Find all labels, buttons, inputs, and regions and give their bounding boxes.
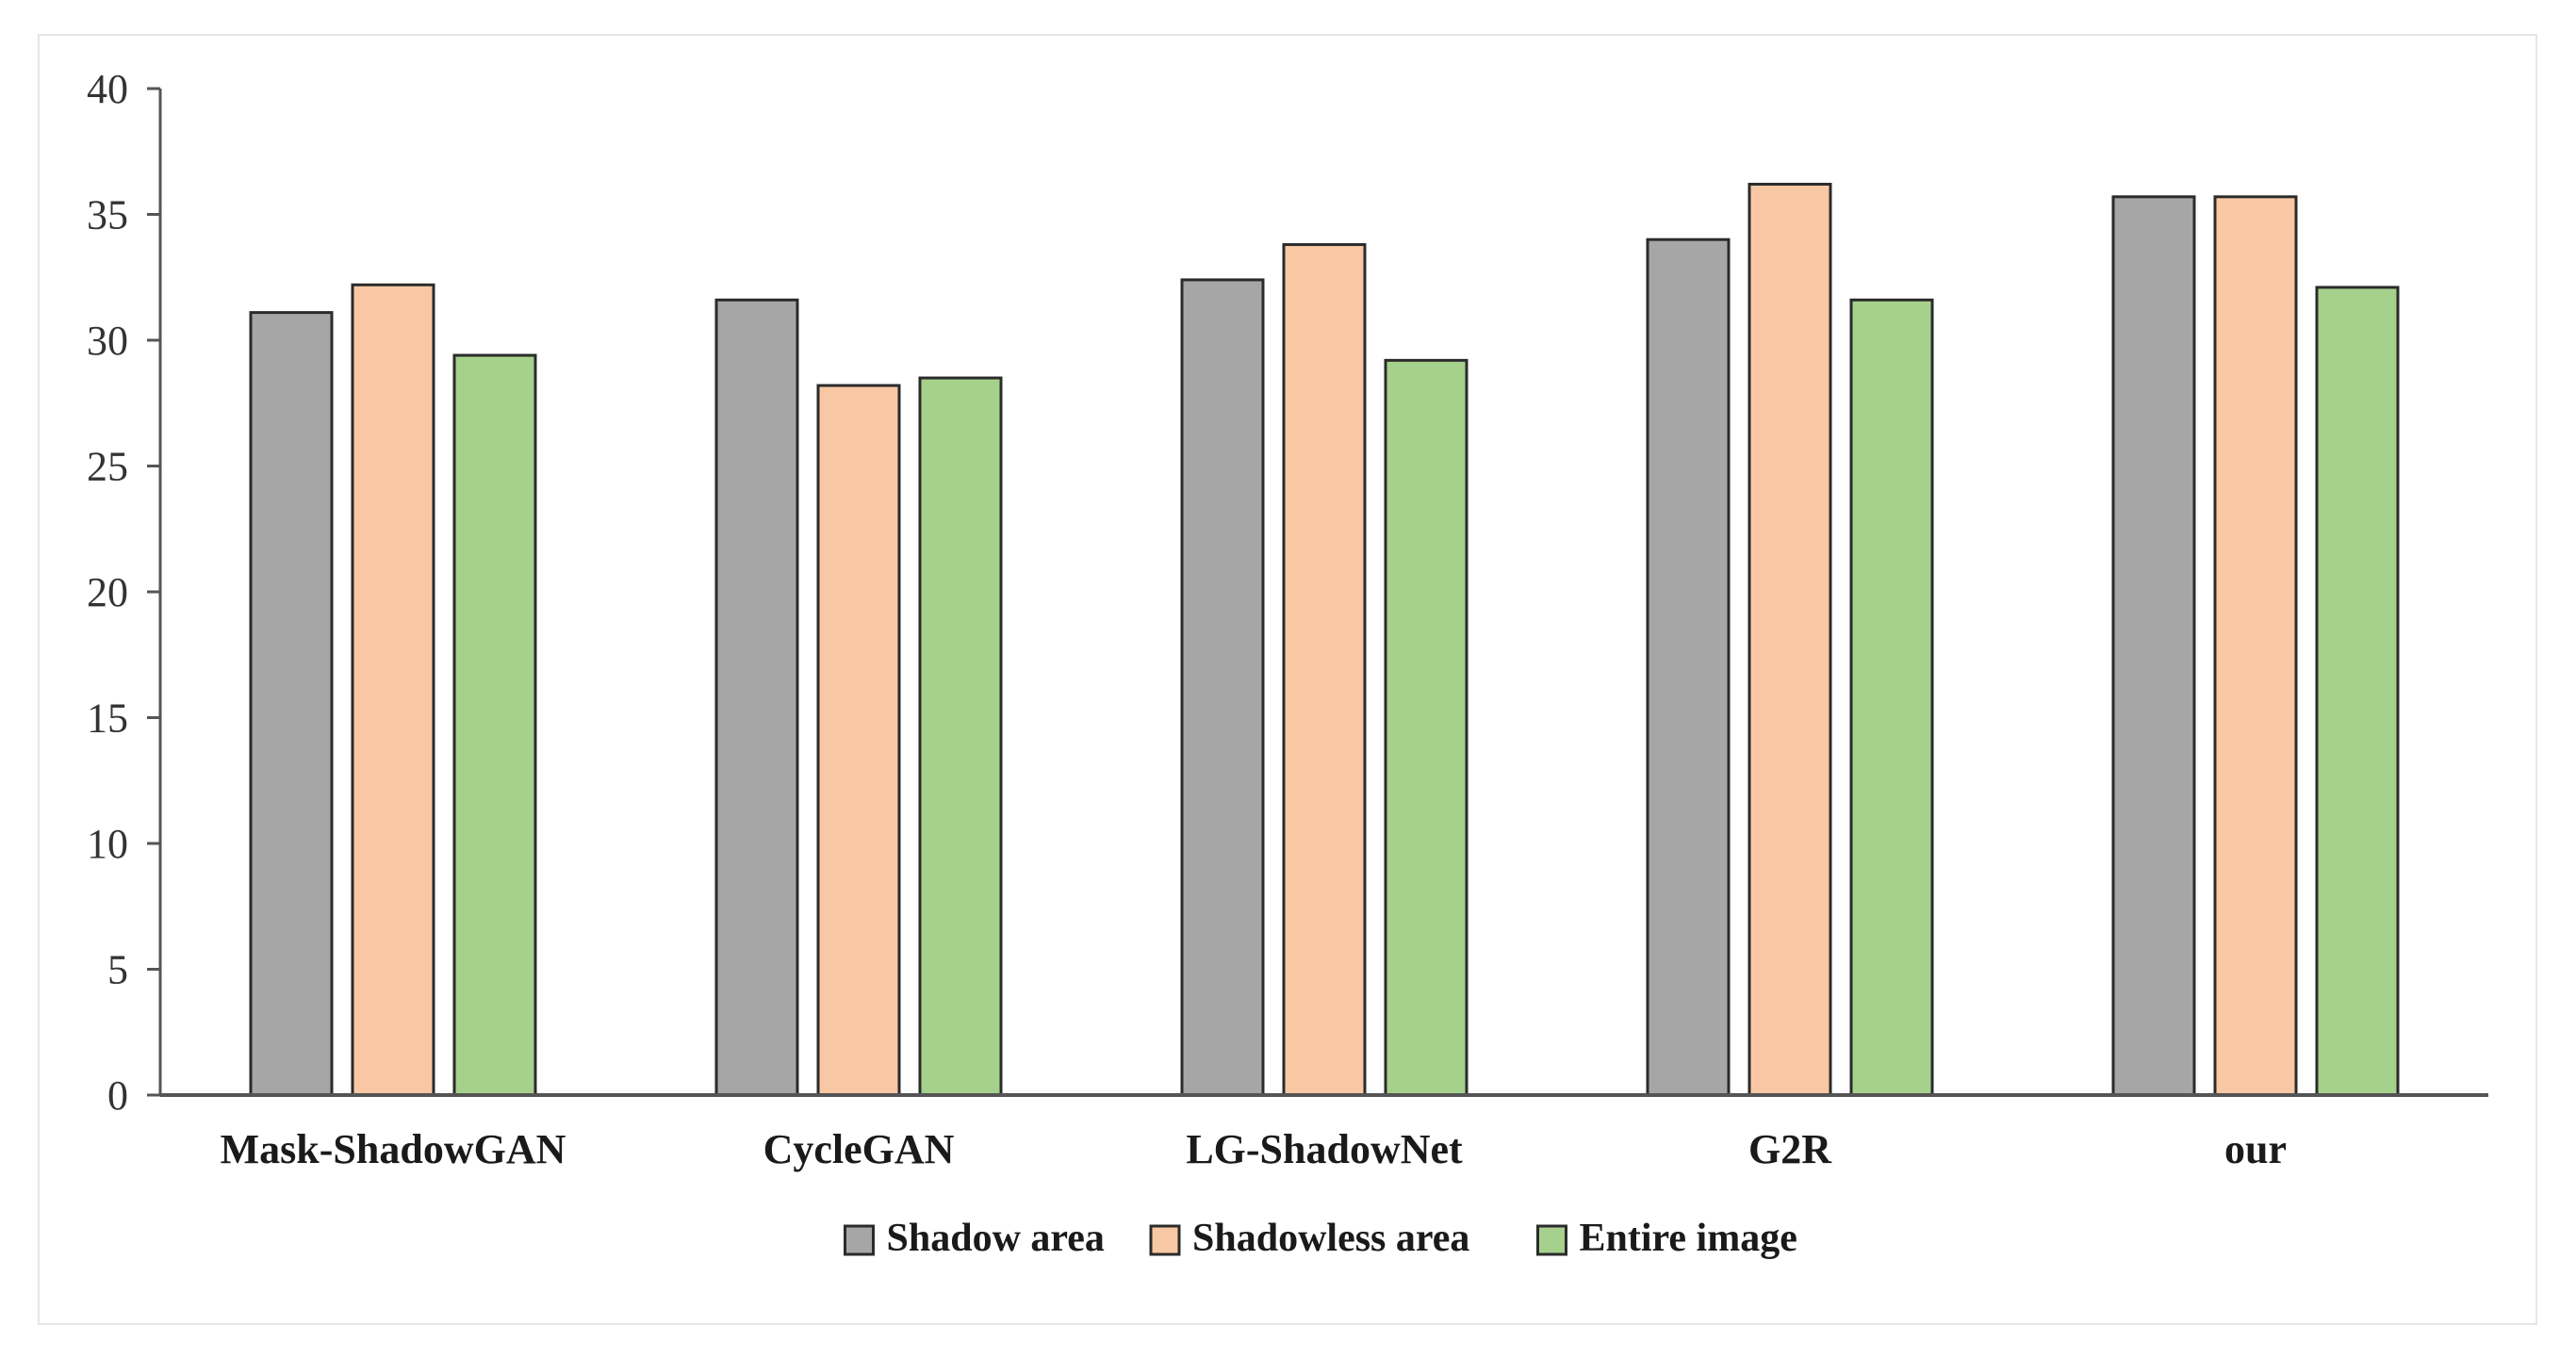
bar-shadow-area — [714, 298, 799, 1097]
legend-swatch-entire-image — [1536, 1224, 1567, 1256]
y-tick-label: 0 — [107, 1072, 128, 1119]
x-category-label: our — [2224, 1126, 2287, 1172]
legend-label-entire-image: Entire image — [1580, 1217, 1797, 1260]
y-tick-label: 30 — [87, 318, 128, 364]
legend-label-shadow-area: Shadow area — [887, 1217, 1105, 1260]
x-category-label: CycleGAN — [763, 1126, 955, 1172]
bar-shadowless-area — [351, 283, 435, 1097]
legend-swatch-shadow-area — [844, 1224, 875, 1256]
bar-entire-image — [918, 376, 1003, 1097]
bar-shadow-area — [1180, 278, 1265, 1097]
y-tick-label: 10 — [87, 821, 128, 867]
x-category-label: Mask-ShadowGAN — [221, 1126, 566, 1172]
x-category-label: LG-ShadowNet — [1186, 1126, 1463, 1172]
legend: Shadow area Shadowless area Entire image — [844, 1217, 1797, 1260]
bar-shadowless-area — [1282, 243, 1367, 1097]
y-tick-label: 35 — [87, 192, 128, 238]
y-tick-label: 25 — [87, 444, 128, 490]
y-tick-label: 5 — [107, 947, 128, 993]
x-axis: Mask-ShadowGAN CycleGAN LG-ShadowNet G2R our — [160, 1093, 2488, 1172]
bar-entire-image — [2315, 286, 2400, 1097]
bar-entire-image — [1849, 298, 1934, 1097]
bar-shadowless-area — [2213, 195, 2298, 1097]
bar-shadow-area — [249, 311, 334, 1097]
x-category-label: G2R — [1748, 1126, 1832, 1172]
y-axis: 0 5 10 15 20 25 30 35 40 — [87, 66, 162, 1119]
bars — [249, 182, 2400, 1097]
bar-shadowless-area — [816, 384, 901, 1097]
bar-shadow-area — [2111, 195, 2196, 1097]
bar-entire-image — [452, 353, 537, 1097]
y-tick-label: 40 — [87, 66, 128, 112]
legend-swatch-shadowless-area — [1149, 1224, 1181, 1256]
bar-shadow-area — [1646, 237, 1731, 1097]
bar-entire-image — [1384, 358, 1468, 1097]
y-tick-label: 20 — [87, 569, 128, 615]
y-tick-label: 15 — [87, 695, 128, 742]
bar-shadowless-area — [1747, 182, 1832, 1097]
legend-label-shadowless-area: Shadowless area — [1192, 1217, 1469, 1260]
